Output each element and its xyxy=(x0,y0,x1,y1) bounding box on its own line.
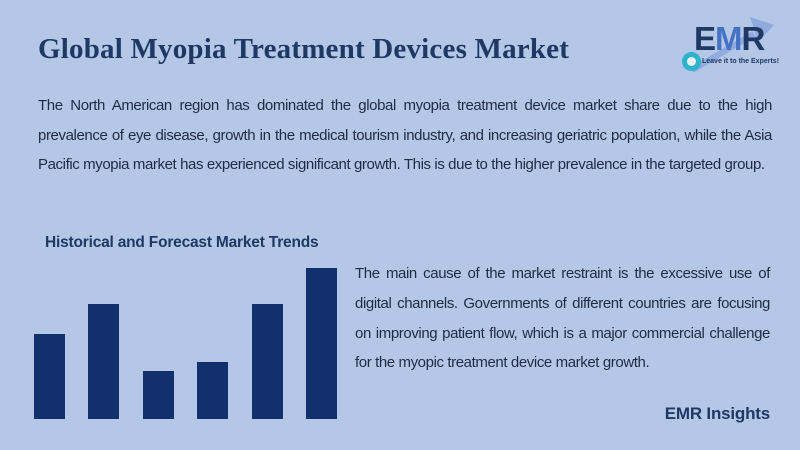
section-heading: Historical and Forecast Market Trends xyxy=(45,234,319,251)
bar-chart xyxy=(34,268,337,419)
chart-bar xyxy=(251,304,283,419)
logo-tagline: Leave it to the Experts! xyxy=(702,58,780,65)
chart-bar xyxy=(88,304,120,419)
emr-logo: EMR Leave it to the Experts! xyxy=(682,16,780,80)
logo-letter-e: E xyxy=(694,20,716,57)
logo-letter-m: M xyxy=(715,20,742,57)
intro-paragraph: The North American region has dominated … xyxy=(38,97,772,173)
logo-wordmark: EMR xyxy=(694,20,766,57)
emr-insights-label: EMR Insights xyxy=(664,404,770,423)
page-title: Global Myopia Treatment Devices Market xyxy=(38,33,570,65)
growth-arrow-icon xyxy=(690,17,774,73)
logo-ring-icon xyxy=(682,52,701,71)
chart-bar xyxy=(197,361,229,419)
chart-bar xyxy=(34,334,65,419)
restraint-paragraph: The main cause of the market restraint i… xyxy=(355,265,770,372)
chart-bar xyxy=(305,268,337,419)
logo-letter-r: R xyxy=(741,20,766,57)
chart-bar xyxy=(142,370,174,419)
